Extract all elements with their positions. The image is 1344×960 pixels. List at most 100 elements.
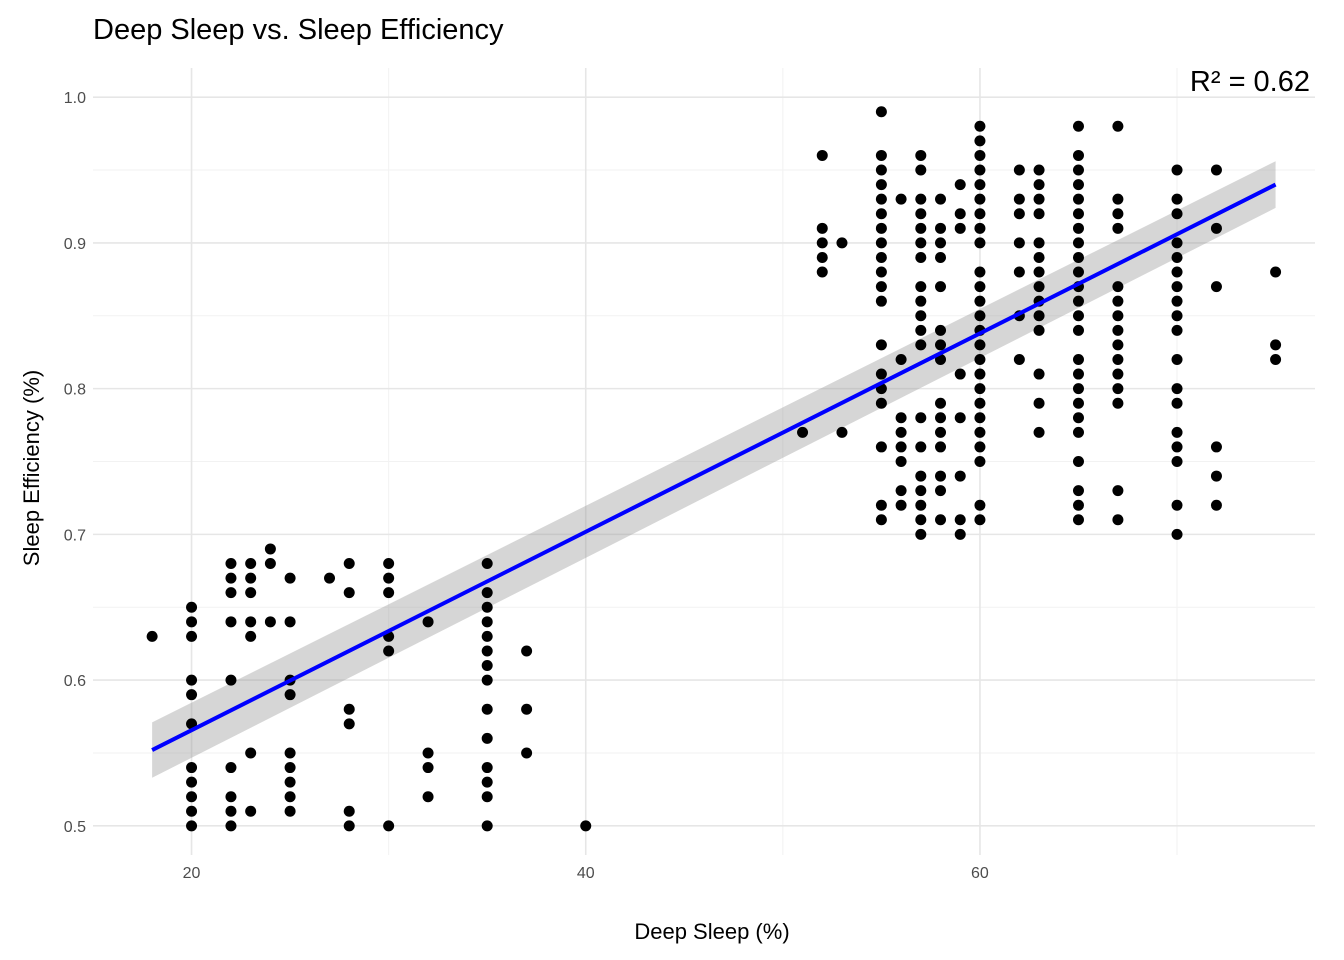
data-point <box>875 339 887 351</box>
data-point <box>816 251 828 263</box>
data-points <box>146 106 1282 832</box>
data-point <box>1171 383 1183 395</box>
x-tick-label: 60 <box>971 865 989 882</box>
data-point <box>284 572 296 584</box>
data-point <box>1112 120 1124 132</box>
data-point <box>521 747 533 759</box>
data-point <box>1033 426 1045 438</box>
data-point <box>481 645 493 657</box>
data-point <box>1072 383 1084 395</box>
data-point <box>816 149 828 161</box>
data-point <box>343 805 355 817</box>
y-axis-ticks: 0.5 0.6 0.7 0.8 0.9 1.0 <box>64 90 86 836</box>
y-tick-label: 0.6 <box>64 673 86 690</box>
x-axis-ticks: 20 40 60 <box>183 865 989 882</box>
data-point <box>875 295 887 307</box>
data-point <box>1270 339 1282 351</box>
data-point <box>935 426 947 438</box>
data-point <box>1270 353 1282 365</box>
data-point <box>1112 339 1124 351</box>
data-point <box>481 762 493 774</box>
data-point <box>343 703 355 715</box>
data-point <box>1013 208 1025 220</box>
data-point <box>915 412 927 424</box>
data-point <box>225 616 237 628</box>
data-point <box>915 441 927 453</box>
data-point <box>186 718 198 730</box>
data-point <box>974 441 986 453</box>
data-point <box>875 514 887 526</box>
data-point <box>915 528 927 540</box>
data-point <box>1033 208 1045 220</box>
data-point <box>974 397 986 409</box>
data-point <box>1210 470 1222 482</box>
data-point <box>1171 310 1183 322</box>
data-point <box>974 499 986 511</box>
data-point <box>383 820 395 832</box>
data-point <box>954 208 966 220</box>
data-point <box>383 558 395 570</box>
data-point <box>245 572 257 584</box>
data-point <box>245 630 257 642</box>
data-point <box>935 339 947 351</box>
data-point <box>186 805 198 817</box>
data-point <box>1072 251 1084 263</box>
data-point <box>1033 281 1045 293</box>
data-point <box>284 762 296 774</box>
data-point <box>915 485 927 497</box>
data-point <box>1033 193 1045 205</box>
data-point <box>1171 426 1183 438</box>
data-point <box>245 587 257 599</box>
data-point <box>1072 412 1084 424</box>
data-point <box>935 397 947 409</box>
data-point <box>1112 208 1124 220</box>
data-point <box>1112 281 1124 293</box>
data-point <box>875 208 887 220</box>
data-point <box>1171 237 1183 249</box>
data-point <box>954 470 966 482</box>
data-point <box>1072 295 1084 307</box>
data-point <box>422 791 434 803</box>
data-point <box>974 237 986 249</box>
data-point <box>383 572 395 584</box>
data-point <box>422 616 434 628</box>
data-point <box>1171 164 1183 176</box>
data-point <box>974 295 986 307</box>
data-point <box>1171 208 1183 220</box>
data-point <box>481 776 493 788</box>
data-point <box>1171 193 1183 205</box>
data-point <box>1072 208 1084 220</box>
data-point <box>954 412 966 424</box>
data-point <box>915 149 927 161</box>
data-point <box>875 149 887 161</box>
data-point <box>1112 295 1124 307</box>
data-point <box>895 456 907 467</box>
data-point <box>875 106 887 118</box>
data-point <box>954 528 966 540</box>
data-point <box>1072 266 1084 278</box>
data-point <box>1112 383 1124 395</box>
data-point <box>1072 368 1084 380</box>
data-point <box>974 120 986 132</box>
data-point <box>1112 485 1124 497</box>
data-point <box>974 208 986 220</box>
data-point <box>245 558 257 570</box>
data-point <box>481 791 493 803</box>
data-point <box>915 339 927 351</box>
y-tick-label: 1.0 <box>64 90 86 107</box>
data-point <box>1072 222 1084 234</box>
data-point <box>1072 456 1084 467</box>
data-point <box>284 616 296 628</box>
data-point <box>1072 353 1084 365</box>
data-point <box>1033 368 1045 380</box>
data-point <box>225 674 237 686</box>
data-point <box>1072 237 1084 249</box>
data-point <box>1171 353 1183 365</box>
data-point <box>245 805 257 817</box>
data-point <box>974 135 986 147</box>
data-point <box>974 353 986 365</box>
data-point <box>875 222 887 234</box>
data-point <box>974 193 986 205</box>
data-point <box>836 426 848 438</box>
data-point <box>186 674 198 686</box>
